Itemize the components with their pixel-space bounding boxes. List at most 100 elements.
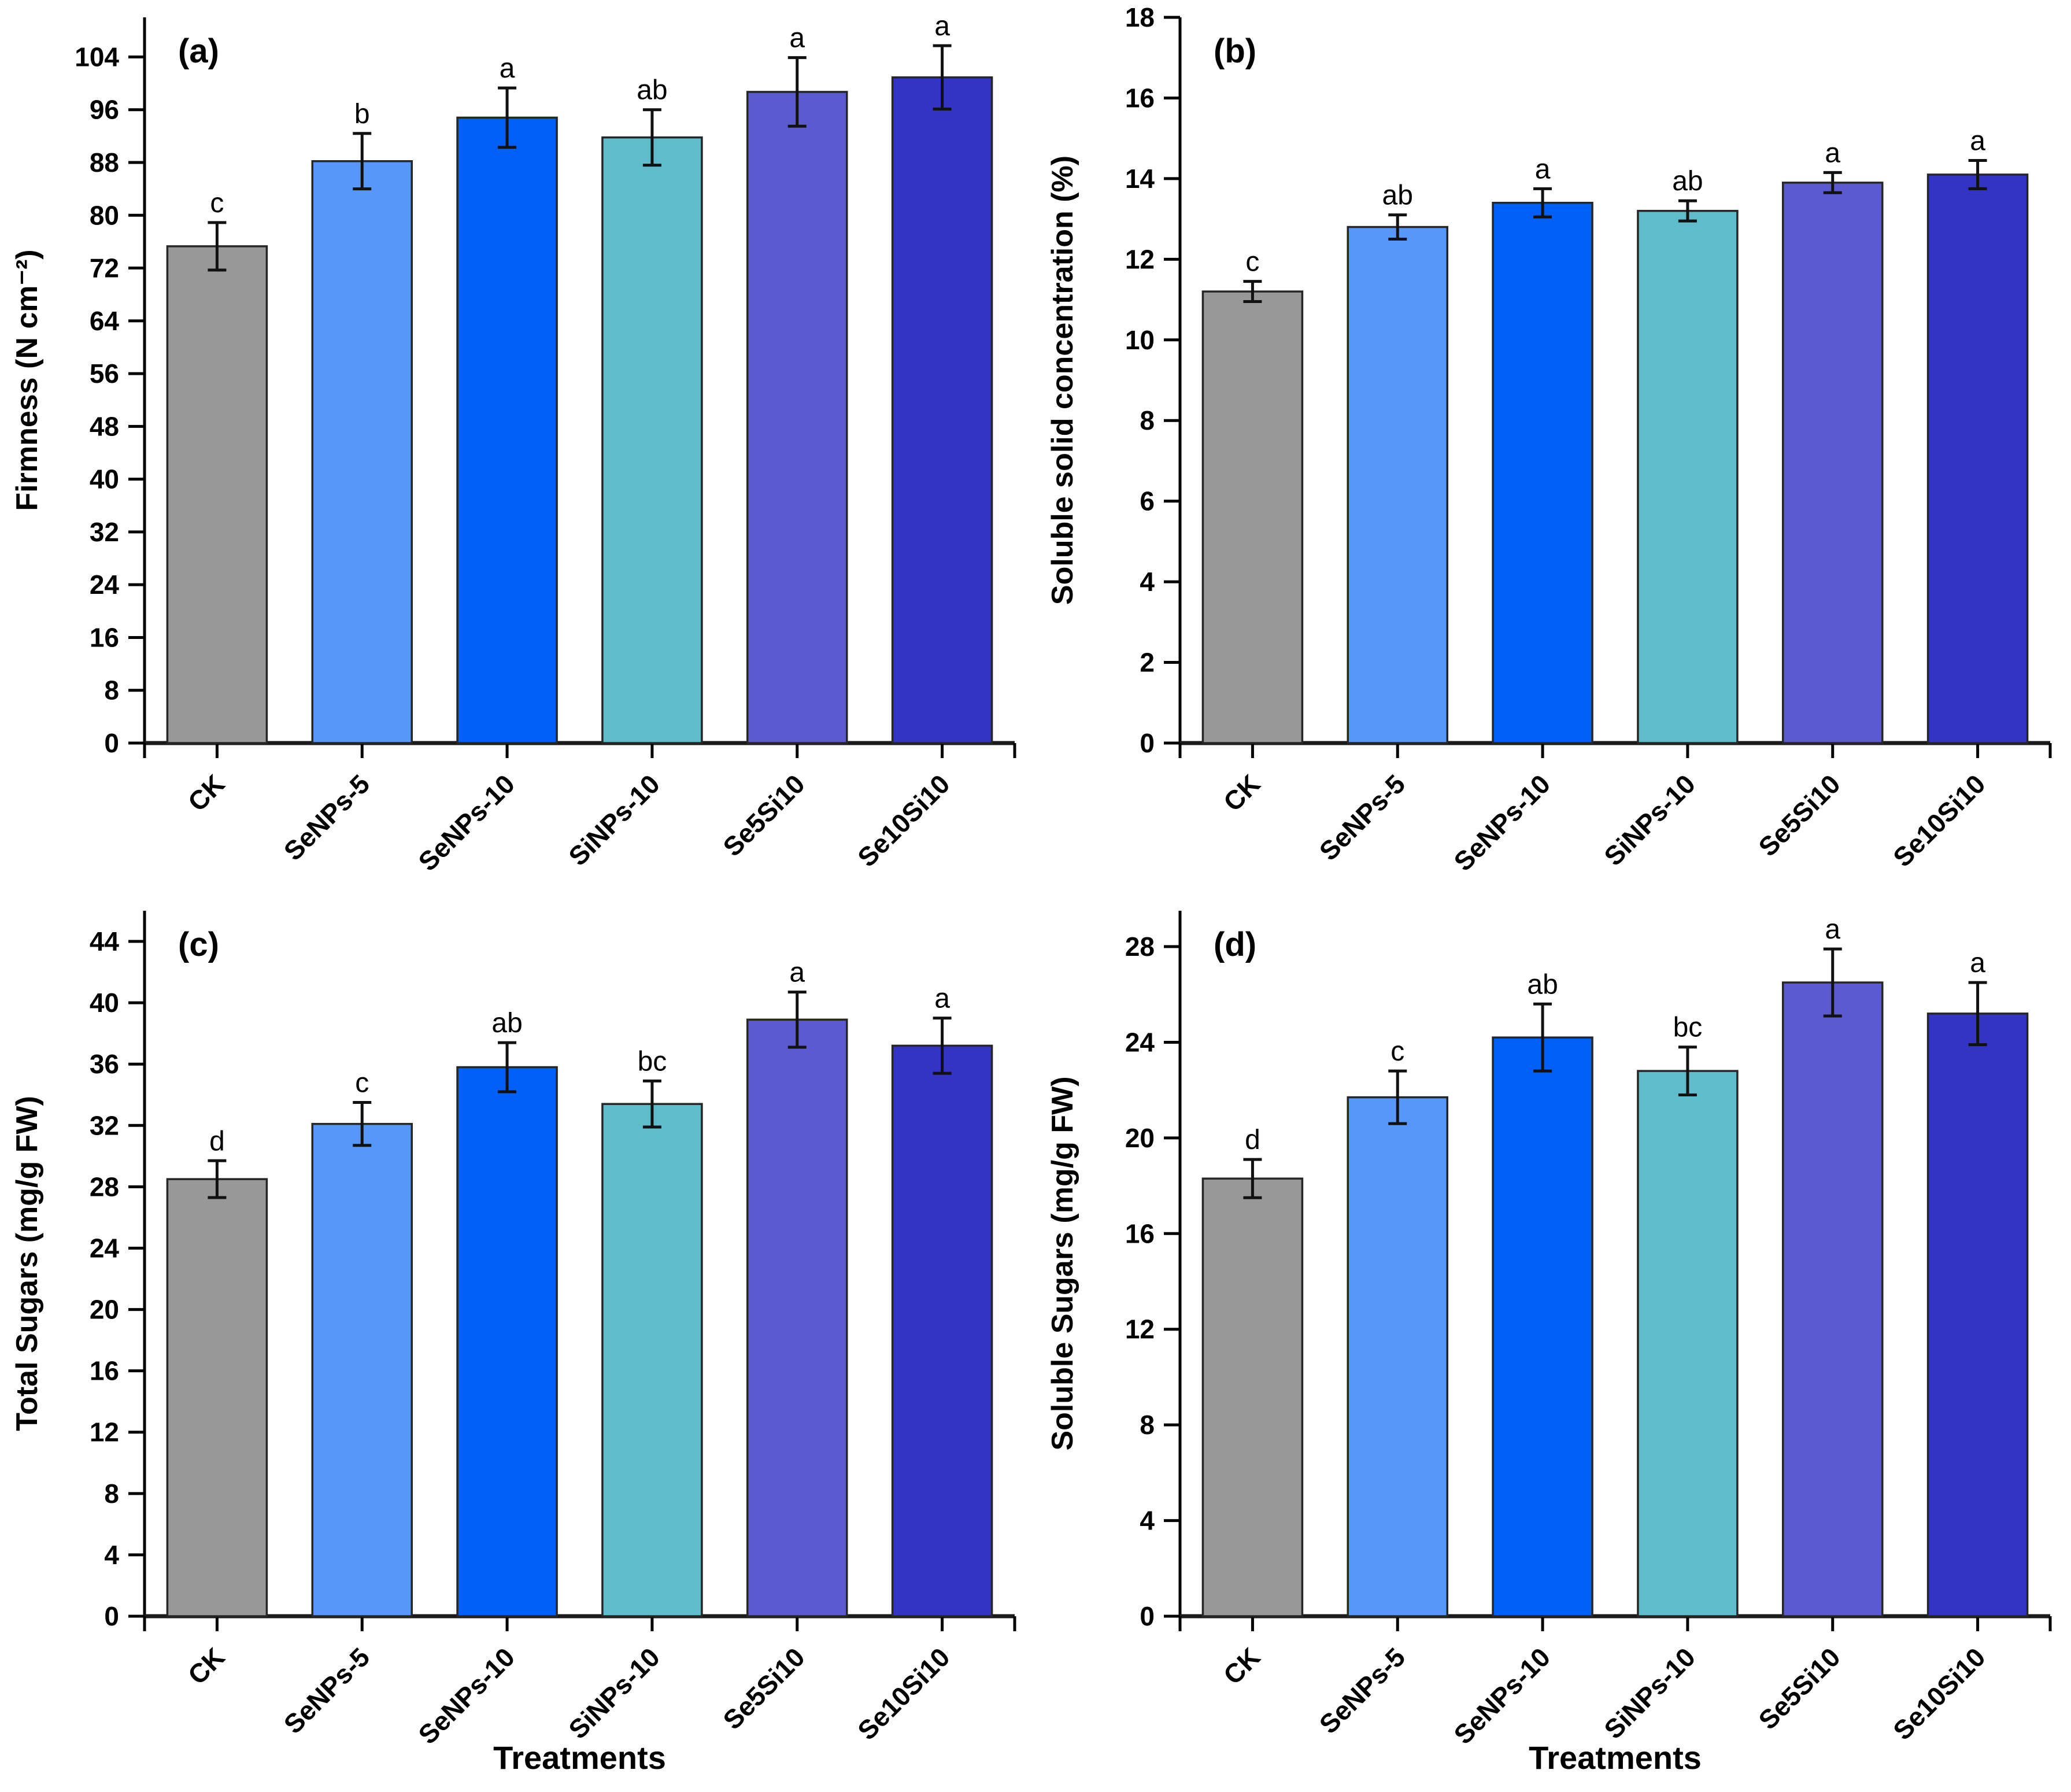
y-tick-label: 36 — [90, 1049, 119, 1079]
bar-Se5Si10 — [1782, 981, 1884, 1617]
y-tick-label: 16 — [90, 1356, 119, 1386]
sig-letter-SeNPs-10: a — [1535, 154, 1551, 184]
x-tick-label-Se10Si10: Se10Si10 — [1887, 1642, 1991, 1746]
sig-letter-Se5Si10: a — [789, 958, 805, 988]
bar-SiNPs-10 — [1637, 209, 1739, 744]
y-tick-label: 16 — [90, 622, 119, 652]
panel-letter-b: (b) — [1214, 32, 1256, 70]
bar-SiNPs-10 — [601, 1103, 703, 1617]
y-tick-label: 14 — [1125, 164, 1155, 194]
sig-letter-SiNPs-10: ab — [1672, 166, 1703, 197]
bar-CK — [166, 1178, 268, 1617]
bar-Se10Si10 — [891, 76, 993, 744]
sig-letter-SiNPs-10: bc — [638, 1046, 667, 1077]
y-tick-label: 8 — [104, 1479, 119, 1509]
y-tick-label: 16 — [1125, 1218, 1155, 1248]
x-tick-label-Se10Si10: Se10Si10 — [852, 768, 956, 873]
y-tick-label: 8 — [1140, 405, 1155, 435]
y-tick-label: 0 — [1140, 728, 1155, 758]
sig-letter-CK: d — [209, 1126, 225, 1157]
sig-letter-Se10Si10: a — [934, 984, 950, 1014]
x-tick-label-CK: CK — [182, 1642, 231, 1690]
y-tick-label: 16 — [1125, 83, 1155, 113]
x-tick-label-SeNPs-5: SeNPs-5 — [278, 768, 376, 866]
y-tick-label: 20 — [90, 1295, 119, 1325]
y-tick-label: 32 — [90, 517, 119, 547]
y-tick-label: 24 — [1125, 1027, 1155, 1057]
y-tick-label: 72 — [90, 253, 119, 283]
y-tick-label: 12 — [90, 1417, 119, 1447]
bar-SeNPs-10 — [456, 1066, 558, 1617]
x-axis-title-c: Treatments — [493, 1739, 666, 1776]
y-tick-label: 44 — [90, 926, 120, 956]
y-tick-label: 12 — [1125, 1314, 1155, 1344]
bar-CK — [1201, 1177, 1304, 1617]
bar-SeNPs-10 — [456, 116, 558, 744]
sig-letter-SeNPs-5: c — [355, 1068, 369, 1099]
x-tick-label-CK: CK — [1218, 768, 1266, 817]
sig-letter-CK: c — [210, 188, 224, 219]
bar-SiNPs-10 — [1637, 1070, 1739, 1617]
y-tick-label: 56 — [90, 359, 119, 389]
bar-CK — [1201, 290, 1304, 744]
panel-d: 0 4 8 12 16 20 24 28 d CK c SeNPs-5 ab SeNPs-10 bc SiNP… — [1036, 891, 2071, 1792]
x-axis-title-d: Treatments — [1529, 1739, 1702, 1776]
y-tick-label: 48 — [90, 411, 119, 441]
sig-letter-Se10Si10: a — [1970, 948, 1985, 978]
panel-letter-a: (a) — [178, 32, 219, 70]
x-tick-label-Se10Si10: Se10Si10 — [1887, 768, 1991, 873]
y-axis-title-a: Firmness (N cm⁻²) — [10, 249, 44, 511]
y-tick-label: 104 — [75, 42, 119, 72]
y-tick-label: 10 — [1125, 325, 1155, 355]
bar-Se5Si10 — [746, 91, 848, 744]
x-tick-label-SeNPs-5: SeNPs-5 — [1314, 768, 1411, 866]
sig-letter-SeNPs-5: ab — [1382, 180, 1413, 211]
bar-chart-b: 0 2 4 6 8 10 12 14 16 18 c CK ab SeNPs-5 a SeNPs-10 ab Si… — [1046, 2, 2052, 877]
y-tick-label: 18 — [1125, 2, 1155, 32]
y-tick-label: 40 — [90, 464, 119, 494]
y-tick-label: 64 — [90, 306, 120, 336]
x-tick-label-CK: CK — [182, 768, 231, 817]
bar-Se5Si10 — [1782, 182, 1884, 744]
y-tick-label: 24 — [90, 1233, 120, 1263]
x-tick-label-SeNPs-5: SeNPs-5 — [1314, 1642, 1411, 1739]
y-tick-label: 28 — [90, 1172, 119, 1202]
panel-b: 0 2 4 6 8 10 12 14 16 18 c CK ab SeNPs-5 a SeNPs-10 ab Si… — [1036, 0, 2071, 891]
y-axis-title-d: Soluble Sugars (mg/g FW) — [1046, 1076, 1079, 1450]
bar-SeNPs-10 — [1492, 1036, 1593, 1617]
bar-Se10Si10 — [1926, 173, 2029, 744]
bar-SeNPs-10 — [1492, 201, 1593, 744]
sig-letter-SeNPs-10: a — [500, 53, 515, 84]
x-tick-label-SiNPs-10: SiNPs-10 — [563, 768, 665, 871]
y-tick-label: 0 — [104, 1601, 119, 1631]
bar-SiNPs-10 — [601, 136, 703, 744]
y-tick-label: 4 — [1140, 567, 1155, 597]
sig-letter-SeNPs-5: c — [1390, 1036, 1404, 1067]
bar-SeNPs-5 — [311, 1122, 413, 1617]
sig-letter-Se10Si10: a — [934, 11, 950, 42]
sig-letter-CK: c — [1245, 247, 1259, 278]
y-tick-label: 4 — [104, 1540, 119, 1570]
bar-SeNPs-5 — [1347, 226, 1448, 744]
y-tick-label: 32 — [90, 1110, 119, 1140]
x-tick-label-Se10Si10: Se10Si10 — [852, 1642, 956, 1746]
y-tick-label: 2 — [1140, 648, 1155, 678]
x-tick-label-Se5Si10: Se5Si10 — [717, 1642, 811, 1735]
x-tick-label-SeNPs-5: SeNPs-5 — [278, 1642, 376, 1739]
bar-SeNPs-5 — [311, 160, 413, 744]
y-tick-label: 0 — [104, 728, 119, 758]
y-tick-label: 8 — [104, 675, 119, 705]
bar-Se5Si10 — [746, 1018, 848, 1617]
x-tick-label-SeNPs-10: SeNPs-10 — [412, 1642, 520, 1750]
x-tick-label-SeNPs-10: SeNPs-10 — [1448, 1642, 1556, 1750]
bar-chart-a: 0 8 16 24 32 40 48 56 64 72 80 88 96 104 c CK b SeNPs-5 a S… — [10, 11, 1016, 877]
sig-letter-SeNPs-5: b — [354, 99, 370, 130]
panel-letter-c: (c) — [178, 926, 219, 963]
bar-SeNPs-5 — [1347, 1096, 1448, 1617]
x-tick-label-Se5Si10: Se5Si10 — [1752, 1642, 1846, 1735]
sig-letter-Se5Si10: a — [1825, 138, 1840, 168]
sig-letter-SiNPs-10: bc — [1673, 1013, 1703, 1043]
y-axis-title-b: Soluble solid concentration (%) — [1046, 156, 1079, 605]
sig-letter-SeNPs-10: ab — [1527, 969, 1558, 1000]
